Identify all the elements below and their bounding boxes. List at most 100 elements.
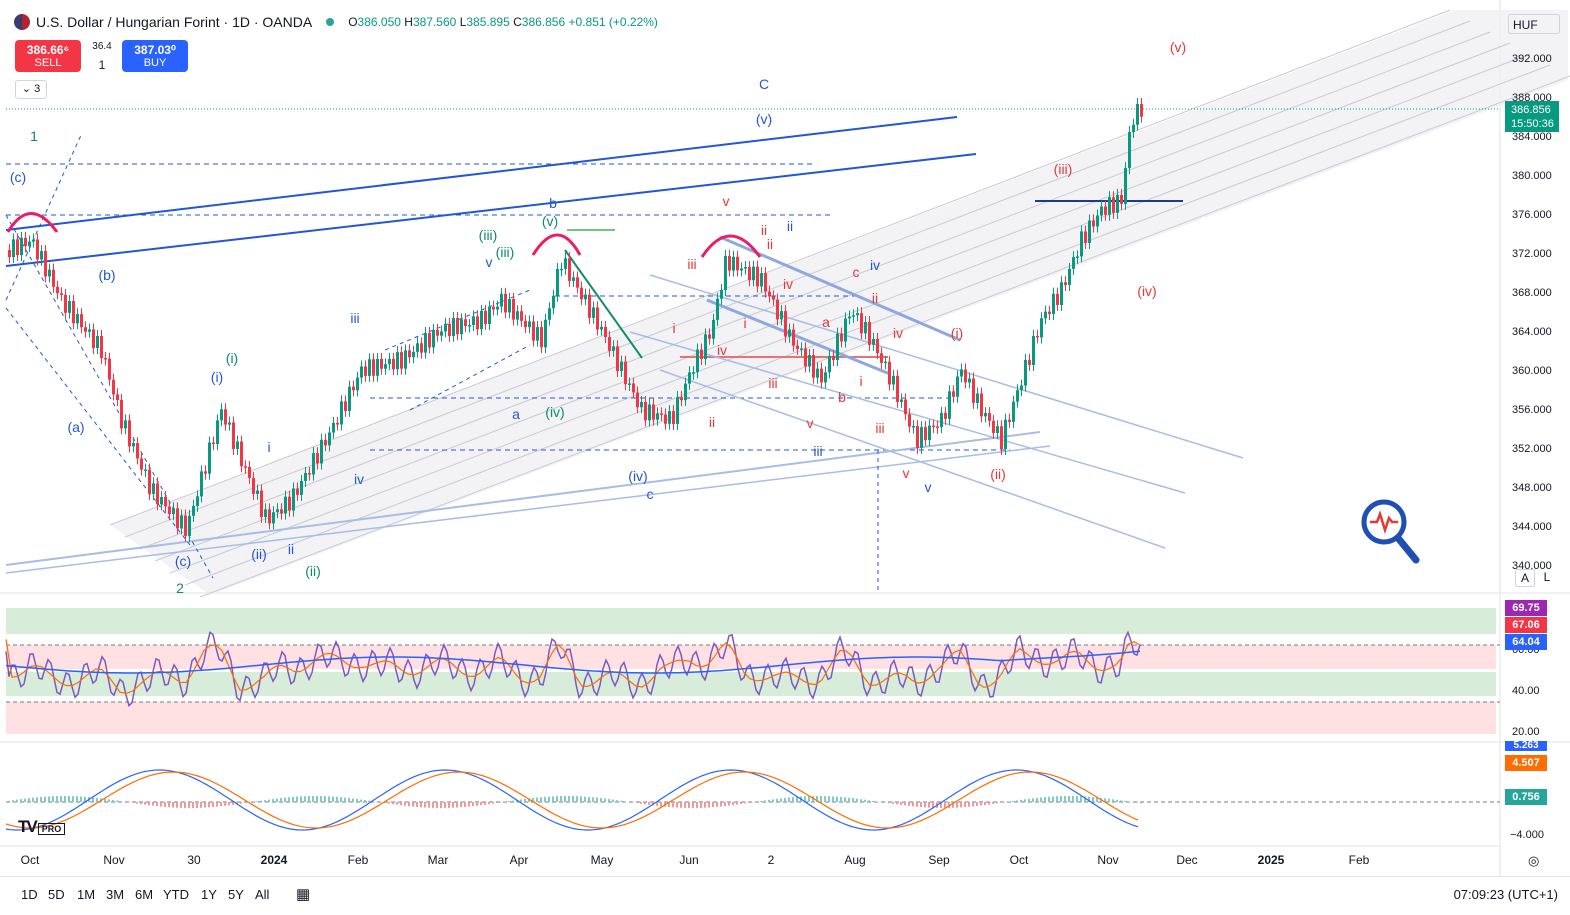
timeframe-1d-button[interactable]: 1D (21, 887, 38, 902)
timeframe-1m-button[interactable]: 1M (77, 887, 95, 902)
magnifier-icon[interactable] (1360, 498, 1422, 568)
macd-bar (620, 801, 622, 802)
candle-body (624, 362, 627, 385)
macd-bar (472, 802, 474, 806)
candle-body (1068, 269, 1071, 285)
calendar-icon[interactable]: ▦ (296, 885, 310, 903)
macd-bar (672, 802, 674, 807)
candle-body (372, 359, 375, 376)
candle-body (564, 258, 567, 269)
macd-bar (304, 796, 306, 802)
macd-bar (96, 798, 98, 802)
macd-bar (464, 802, 466, 807)
wave-label-blue: (i) (211, 369, 223, 385)
market-status-dot (326, 18, 334, 26)
last-price-label: 386.856 15:50:36 (1505, 101, 1559, 132)
macd-bar (264, 800, 266, 802)
timeframe-all-button[interactable]: All (255, 887, 269, 902)
macd-bar (612, 800, 614, 802)
timeframe-ytd-button[interactable]: YTD (163, 887, 189, 902)
arc[interactable] (702, 236, 760, 257)
trendline[interactable] (660, 370, 1165, 548)
macd-bar (396, 802, 398, 805)
candle-body (524, 321, 527, 327)
candle-body (660, 413, 663, 415)
candle-body (808, 355, 811, 366)
price-tick: 392.000 (1512, 53, 1552, 65)
timeframe-5d-button[interactable]: 5D (48, 887, 65, 902)
timeframe-5y-button[interactable]: 5Y (228, 887, 244, 902)
price-tick: 352.000 (1512, 443, 1552, 455)
candle-body (68, 301, 71, 313)
arc[interactable] (533, 235, 580, 255)
clock[interactable]: 07:09:23 (UTC+1) (1454, 887, 1558, 902)
buy-button[interactable]: 387.03⁰ BUY (122, 40, 188, 72)
candle-body (460, 319, 463, 334)
log-scale-button[interactable]: L (1538, 569, 1556, 585)
macd-bar (712, 802, 714, 807)
wave-label-blue: (v) (756, 111, 772, 127)
candle-body (476, 316, 479, 329)
rsi-band-red-low (6, 702, 1496, 734)
macd-bar (172, 802, 174, 807)
macd-bar (964, 802, 966, 807)
macd-bar (1016, 800, 1018, 802)
sell-button[interactable]: 386.66⁶ SELL (15, 40, 81, 72)
symbol-title[interactable]: U.S. Dollar / Hungarian Forint · 1D · OA… (36, 14, 312, 30)
candle-body (52, 270, 55, 287)
candle-body (152, 483, 155, 494)
candle-body (1140, 104, 1143, 117)
macd-bar (364, 800, 366, 802)
macd-bar (732, 802, 734, 805)
macd-bar (72, 796, 74, 802)
candle-body (632, 383, 635, 392)
candle-body (184, 515, 187, 535)
macd-bar (476, 802, 478, 806)
macd-bar (980, 802, 982, 806)
macd-bar (876, 801, 878, 802)
candle-body (248, 467, 251, 478)
candle-body (636, 392, 639, 407)
candle-body (1104, 207, 1107, 215)
wave-label-red: (v) (1170, 39, 1186, 55)
settings-icon[interactable]: ◎ (1528, 853, 1539, 869)
candle-body (856, 313, 859, 315)
indicators-toggle[interactable]: ⌄ 3 (15, 80, 47, 99)
candle-body (904, 399, 907, 414)
spread-box[interactable]: 36.4 1 (86, 40, 118, 72)
candle-body (652, 405, 655, 420)
candle-body (1060, 282, 1063, 305)
buy-label: BUY (122, 57, 188, 69)
macd-bar (984, 802, 986, 805)
candle-body (260, 491, 263, 517)
macd-bar (300, 796, 302, 802)
candle-body (800, 348, 803, 350)
candle-body (104, 358, 107, 360)
candle-body (72, 301, 75, 323)
price-tick: 372.000 (1512, 248, 1552, 260)
macd-bar (808, 796, 810, 802)
macd-bar (352, 798, 354, 802)
macd-bar (332, 797, 334, 802)
high-label: H (404, 15, 413, 29)
candle-body (452, 318, 455, 336)
candle-body (156, 483, 159, 504)
timeframe-1y-button[interactable]: 1Y (201, 887, 217, 902)
macd-bar (488, 802, 490, 804)
currency-selector[interactable]: HUF (1508, 14, 1560, 34)
macd-bar (1072, 796, 1074, 802)
macd-bar (636, 802, 638, 803)
candle-body (508, 299, 511, 312)
macd-bar (992, 802, 994, 804)
auto-scale-button[interactable]: A (1515, 569, 1535, 587)
timeframe-3m-button[interactable]: 3M (106, 887, 124, 902)
candle-body (120, 400, 123, 428)
timeframe-6m-button[interactable]: 6M (135, 887, 153, 902)
macd-bar (296, 797, 298, 802)
candle-body (528, 321, 531, 327)
macd-bar (1032, 798, 1034, 802)
macd-bar (692, 802, 694, 808)
macd-bar (608, 799, 610, 802)
candle-body (280, 509, 283, 513)
